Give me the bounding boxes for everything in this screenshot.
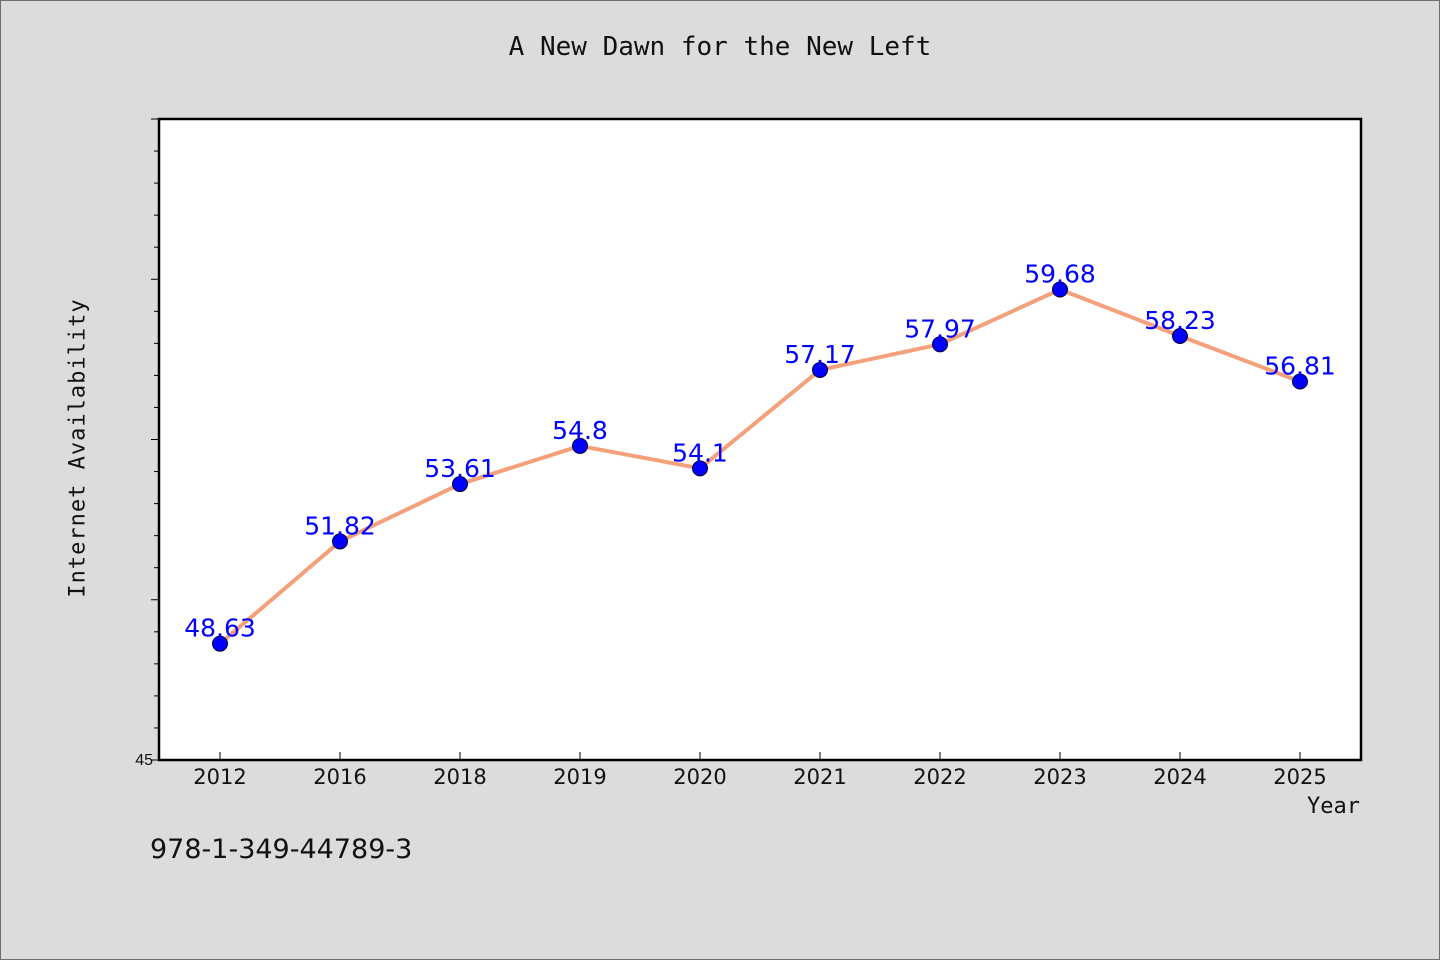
y-tick-label: 45 <box>135 752 153 769</box>
x-tick-label-2016: 2016 <box>313 765 366 789</box>
data-point-2018 <box>452 476 468 493</box>
series-line <box>218 287 1301 646</box>
chart-title: A New Dawn for the New Left <box>508 32 932 62</box>
data-label-2020: 54.1 <box>672 438 728 467</box>
data-label-2025: 56.81 <box>1264 351 1336 380</box>
x-tick-label-2024: 2024 <box>1153 765 1206 789</box>
x-tick-label-2023: 2023 <box>1033 765 1086 789</box>
isbn-text: 978-1-349-44789-3 <box>150 834 413 865</box>
data-label-2012: 48.63 <box>184 614 256 643</box>
data-label-2024: 58.23 <box>1144 306 1216 335</box>
x-tick-label-2018: 2018 <box>433 765 486 789</box>
x-tick-label-2022: 2022 <box>913 765 966 789</box>
data-point-2022 <box>932 336 948 353</box>
data-label-2023: 59.68 <box>1024 260 1096 289</box>
x-axis-ticks: 2012 2016 2018 2019 2020 2021 2022 2023 2024 2025 <box>193 752 1327 789</box>
series-group: 48.63 51.82 53.61 54.8 54.1 57.17 57.97 59.68 58… <box>184 260 1336 652</box>
data-label-2019: 54.8 <box>552 416 608 445</box>
x-tick-label-2021: 2021 <box>793 765 846 789</box>
data-label-2022: 57.97 <box>904 314 976 343</box>
x-tick-label-2025: 2025 <box>1273 765 1326 789</box>
plot-area <box>157 117 1363 762</box>
data-point-2016 <box>332 533 348 550</box>
data-label-2018: 53.61 <box>424 454 496 483</box>
data-point-2019 <box>572 437 588 454</box>
data-point-2021 <box>812 361 828 378</box>
y-axis-ticks: 45 <box>135 118 159 769</box>
x-tick-label-2019: 2019 <box>553 765 606 789</box>
data-point-2023 <box>1052 281 1068 298</box>
data-point-2024 <box>1172 327 1188 344</box>
data-point-2025 <box>1292 373 1308 390</box>
x-tick-label-2020: 2020 <box>673 765 726 789</box>
data-point-2012 <box>212 635 228 652</box>
data-label-2016: 51.82 <box>304 511 376 540</box>
data-label-2021: 57.17 <box>784 340 856 369</box>
data-point-2020 <box>692 460 708 477</box>
x-axis-label: Year <box>1307 794 1360 819</box>
x-tick-label-2012: 2012 <box>193 765 246 789</box>
